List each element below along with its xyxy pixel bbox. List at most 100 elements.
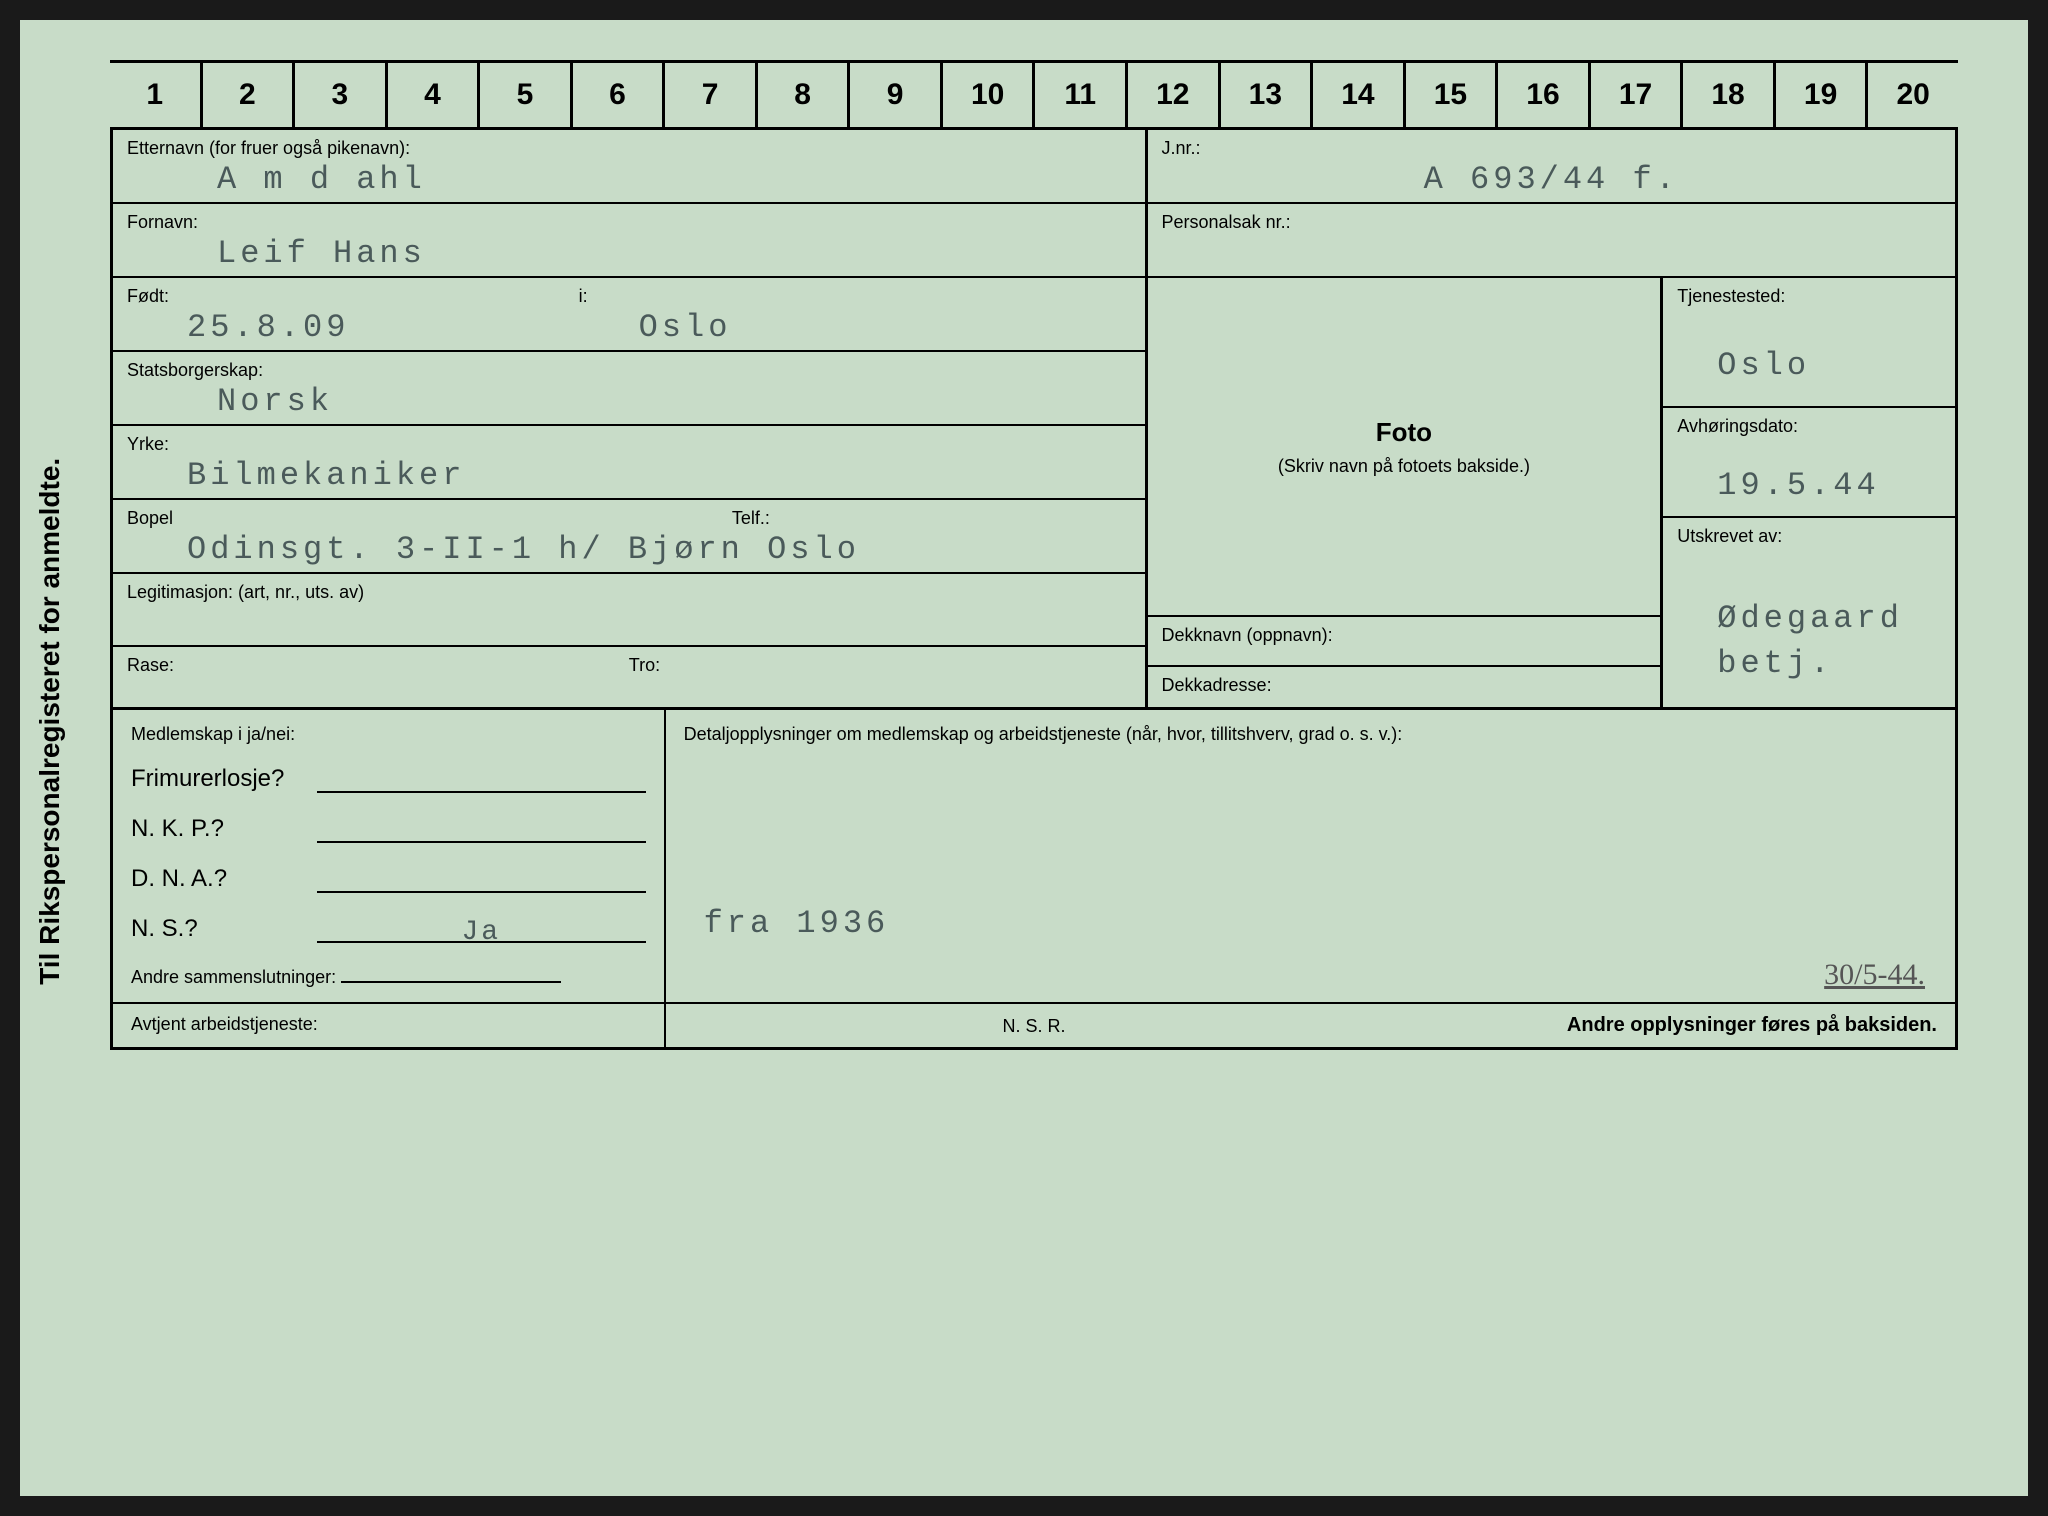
- servicelocation-field: Tjenestested: Oslo: [1663, 278, 1955, 408]
- surname-label: Etternavn (for fruer også pikenavn):: [127, 138, 1131, 159]
- surname-value: A m d ahl: [127, 161, 1131, 198]
- middle-column: Foto (Skriv navn på fotoets bakside.) De…: [1145, 278, 1661, 707]
- firstname-field: Fornavn: Leif Hans: [113, 204, 1145, 278]
- left-column: Født: 25.8.09 i: Oslo Statsborgerskap: N…: [113, 278, 1145, 707]
- other-associations-label: Andre sammenslutninger:: [131, 967, 336, 987]
- race-label: Rase:: [127, 655, 174, 675]
- ruler-cell: 6: [570, 63, 663, 127]
- ruler-cell: 12: [1125, 63, 1218, 127]
- foto-sub: (Skriv navn på fotoets bakside.): [1278, 456, 1530, 477]
- servicelocation-label: Tjenestested:: [1677, 286, 1941, 307]
- right-column: Tjenestested: Oslo Avhøringsdato: 19.5.4…: [1660, 278, 1955, 707]
- ruler-cell: 3: [292, 63, 385, 127]
- labor-label: Avtjent arbeidstjeneste:: [131, 1014, 318, 1034]
- race-belief-field: Rase: Tro:: [113, 647, 1145, 707]
- personalsak-field: Personalsak nr.:: [1145, 204, 1955, 278]
- foto-title: Foto: [1376, 417, 1432, 448]
- born-field: Født: 25.8.09 i: Oslo: [113, 278, 1145, 352]
- residence-value: Odinsgt. 3-II-1 h/ Bjørn Oslo: [127, 531, 1131, 568]
- membership-line: N. K. P.?: [131, 815, 646, 843]
- ruler-cell: 17: [1588, 63, 1681, 127]
- telf-label: Telf.:: [732, 508, 770, 529]
- personalsak-label: Personalsak nr.:: [1162, 212, 1941, 233]
- writtenby-label: Utskrevet av:: [1677, 526, 1941, 547]
- membership-label: Medlemskap i ja/nei:: [131, 724, 646, 745]
- residence-label: Bopel: [127, 508, 173, 529]
- ruler-cell: 7: [662, 63, 755, 127]
- alias-label: Dekknavn (oppnavn):: [1162, 625, 1647, 646]
- membership-q: N. K. P.?: [131, 815, 311, 843]
- occupation-label: Yrke:: [127, 434, 1131, 455]
- born-in-value: Oslo: [579, 309, 1131, 346]
- firstname-label: Fornavn:: [127, 212, 1131, 233]
- other-associations-line: [341, 965, 561, 983]
- servicelocation-value: Oslo: [1677, 347, 1941, 384]
- id-label: Legitimasjon: (art, nr., uts. av): [127, 582, 1131, 603]
- membership-a: [317, 867, 646, 893]
- footer: Avtjent arbeidstjeneste: N. S. R. Andre …: [110, 1002, 1958, 1050]
- ruler-cell: 10: [940, 63, 1033, 127]
- coveraddress-field: Dekkadresse:: [1148, 667, 1661, 707]
- id-field: Legitimasjon: (art, nr., uts. av): [113, 574, 1145, 647]
- jnr-label: J.nr.:: [1162, 138, 1941, 159]
- citizenship-value: Norsk: [127, 383, 1131, 420]
- born-in-label: i:: [579, 286, 1131, 307]
- born-value: 25.8.09: [127, 309, 579, 346]
- main-columns: Født: 25.8.09 i: Oslo Statsborgerskap: N…: [110, 278, 1958, 707]
- id-value: [127, 605, 1131, 641]
- writtenby-field: Utskrevet av: Ødegaard betj.: [1663, 518, 1955, 707]
- ruler-cell: 18: [1680, 63, 1773, 127]
- number-ruler: 1 2 3 4 5 6 7 8 9 10 11 12 13 14 15 16 1…: [110, 60, 1958, 130]
- interrogationdate-field: Avhøringsdato: 19.5.44: [1663, 408, 1955, 518]
- ruler-cell: 9: [847, 63, 940, 127]
- membership-line: D. N. A.?: [131, 865, 646, 893]
- citizenship-label: Statsborgerskap:: [127, 360, 1131, 381]
- ruler-cell: 4: [385, 63, 478, 127]
- ruler-cell: 19: [1773, 63, 1866, 127]
- side-text: Til Rikspersonalregisteret for anmeldte.: [34, 458, 66, 985]
- membership-q: Frimurerlosje?: [131, 765, 311, 793]
- alias-field: Dekknavn (oppnavn):: [1148, 617, 1661, 667]
- surname-field: Etternavn (for fruer også pikenavn): A m…: [113, 130, 1145, 204]
- personalsak-value: [1162, 235, 1941, 271]
- details-value: fra 1936: [684, 905, 1937, 942]
- occupation-field: Yrke: Bilmekaniker: [113, 426, 1145, 500]
- membership-a: [317, 767, 646, 793]
- membership-left: Medlemskap i ja/nei: Frimurerlosje? N. K…: [113, 710, 666, 1002]
- ruler-cell: 20: [1865, 63, 1958, 127]
- photo-area: Foto (Skriv navn på fotoets bakside.): [1148, 278, 1661, 617]
- details-label: Detaljopplysninger om medlemskap og arbe…: [684, 724, 1937, 745]
- occupation-value: Bilmekaniker: [127, 457, 1131, 494]
- ruler-cell: 15: [1403, 63, 1496, 127]
- belief-label: Tro:: [629, 655, 660, 675]
- membership-line: Frimurerlosje?: [131, 765, 646, 793]
- ruler-cell: 14: [1310, 63, 1403, 127]
- interrogationdate-label: Avhøringsdato:: [1677, 416, 1941, 437]
- ruler-cell: 11: [1032, 63, 1125, 127]
- other-info-label: Andre opplysninger føres på baksiden.: [1567, 1014, 1937, 1037]
- coveraddress-label: Dekkadresse:: [1162, 675, 1647, 696]
- registration-card: Til Rikspersonalregisteret for anmeldte.…: [20, 20, 2028, 1496]
- residence-field: Bopel Telf.: Odinsgt. 3-II-1 h/ Bjørn Os…: [113, 500, 1145, 574]
- membership-q: N. S.?: [131, 915, 311, 943]
- membership-line: N. S.? Ja: [131, 915, 646, 943]
- ruler-cell: 8: [755, 63, 848, 127]
- membership-a: Ja: [317, 917, 646, 943]
- footer-labor: Avtjent arbeidstjeneste:: [113, 1004, 666, 1047]
- citizenship-field: Statsborgerskap: Norsk: [113, 352, 1145, 426]
- ruler-cell: 2: [200, 63, 293, 127]
- handwritten-date: 30/5-44.: [1824, 958, 1925, 992]
- ruler-cell: 1: [110, 63, 200, 127]
- firstname-value: Leif Hans: [127, 235, 1131, 272]
- ruler-cell: 13: [1218, 63, 1311, 127]
- born-label: Født:: [127, 286, 579, 307]
- footer-nsr: N. S. R.: [666, 1004, 1403, 1047]
- nsr-label: N. S. R.: [1002, 1016, 1065, 1037]
- footer-other-info: Andre opplysninger føres på baksiden.: [1402, 1004, 1955, 1047]
- membership-q: D. N. A.?: [131, 865, 311, 893]
- jnr-field: J.nr.: A 693/44 f.: [1145, 130, 1955, 204]
- membership-a: [317, 817, 646, 843]
- ruler-cell: 5: [477, 63, 570, 127]
- membership-section: Medlemskap i ja/nei: Frimurerlosje? N. K…: [110, 707, 1958, 1002]
- membership-right: Detaljopplysninger om medlemskap og arbe…: [666, 710, 1955, 1002]
